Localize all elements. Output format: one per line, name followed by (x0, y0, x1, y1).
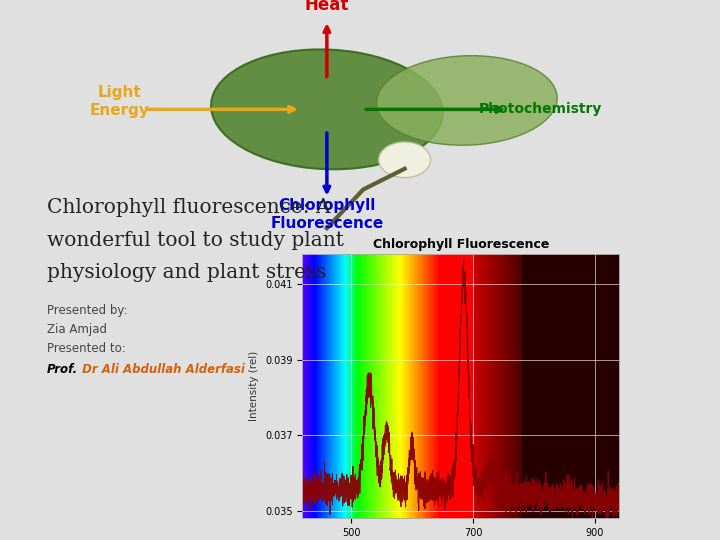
Ellipse shape (211, 50, 443, 169)
Text: Fluorescence: Fluorescence (270, 216, 384, 231)
Ellipse shape (377, 56, 557, 145)
Text: Chlorophyll: Chlorophyll (278, 198, 376, 213)
Text: Dr Ali Abdullah Alderfasi: Dr Ali Abdullah Alderfasi (78, 363, 245, 376)
Text: Photochemistry: Photochemistry (478, 103, 602, 116)
Text: Energy: Energy (89, 103, 150, 118)
Text: wonderful tool to study plant: wonderful tool to study plant (47, 231, 344, 250)
Text: physiology and plant stress: physiology and plant stress (47, 263, 326, 282)
Text: Zia Amjad: Zia Amjad (47, 323, 107, 336)
Ellipse shape (379, 142, 431, 178)
Title: Chlorophyll Fluorescence: Chlorophyll Fluorescence (373, 238, 549, 251)
Y-axis label: Intensity (rel): Intensity (rel) (250, 351, 259, 421)
Text: Prof.: Prof. (47, 363, 78, 376)
Text: Heat: Heat (305, 0, 349, 14)
Text: Light: Light (98, 85, 141, 100)
Text: Presented by:: Presented by: (47, 304, 127, 317)
Text: Presented to:: Presented to: (47, 342, 125, 355)
Text: Chlorophyll fluorescence: A: Chlorophyll fluorescence: A (47, 198, 330, 218)
